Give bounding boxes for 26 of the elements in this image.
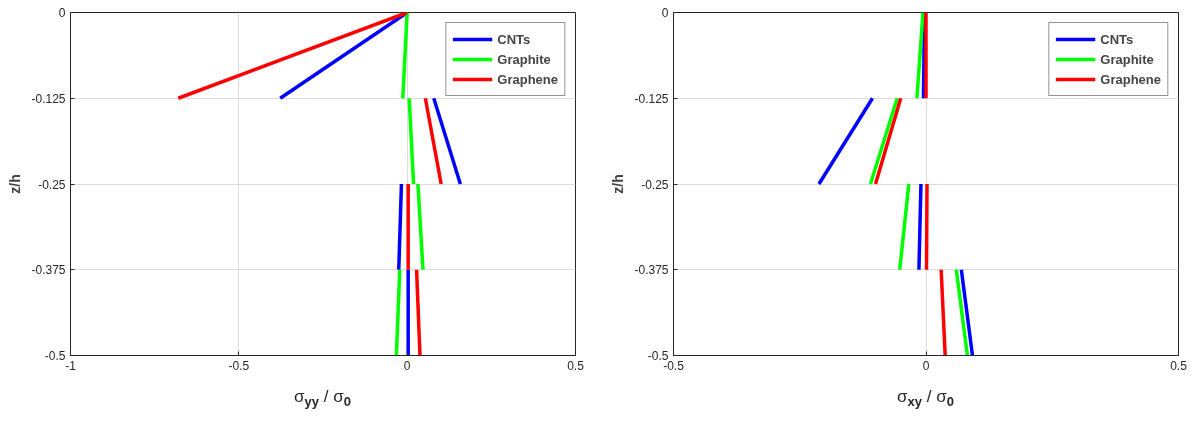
y-tick-label: -0.375 <box>634 263 669 278</box>
y-tick-label: 0 <box>58 6 66 20</box>
y-tick-label: -0.375 <box>31 263 66 278</box>
y-axis-title: z/h <box>610 174 627 194</box>
y-tick-label: -0.125 <box>634 91 669 106</box>
x-tick-label: 0.5 <box>567 358 585 373</box>
x-tick-label: -1 <box>65 358 77 373</box>
y-tick-label: -0.25 <box>38 177 66 192</box>
y-tick-label: -0.5 <box>44 349 66 363</box>
x-axis-title: σ$_{yy}$ / σ$_{0}$ <box>293 386 352 412</box>
legend-label: Graphite <box>1100 51 1154 67</box>
y-tick-label: 0 <box>661 6 669 20</box>
x-tick-label: 0.5 <box>1170 358 1188 373</box>
legend-label: CNTs <box>1100 31 1134 47</box>
y-axis-title: z/h <box>7 174 24 194</box>
x-axis-title: σ$_{xy}$ / σ$_{0}$ <box>896 386 955 412</box>
legend-label: Graphite <box>497 51 551 67</box>
legend-label: Graphene <box>1100 71 1161 87</box>
x-tick-label: 0 <box>922 358 930 373</box>
y-tick-label: -0.25 <box>641 177 669 192</box>
x-tick-label: -0.5 <box>228 358 250 373</box>
y-tick-label: -0.5 <box>647 349 669 363</box>
x-tick-label: 0 <box>403 358 411 373</box>
legend-label: CNTs <box>497 31 531 47</box>
legend-label: Graphene <box>497 71 558 87</box>
y-tick-label: -0.125 <box>31 91 66 106</box>
